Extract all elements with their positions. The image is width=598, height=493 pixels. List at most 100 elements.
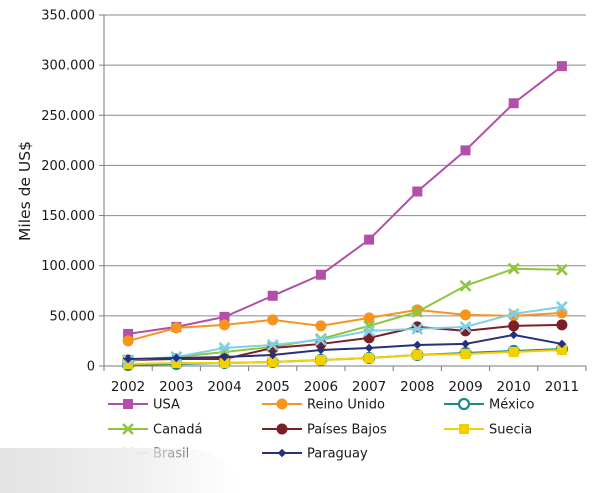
series-line — [128, 333, 563, 360]
data-point — [461, 339, 470, 349]
data-point — [508, 98, 519, 109]
data-point — [276, 398, 288, 410]
y-tick-label: 250.000 — [41, 109, 95, 124]
legend-item: México — [444, 398, 534, 413]
legend-marker — [276, 423, 288, 435]
legend-marker — [276, 398, 288, 410]
legend-item: Suecia — [444, 423, 532, 438]
series-line — [128, 305, 563, 361]
x-tick-labels: 2002 2003 2004 2005 2006 2007 2008 2009 2010 2011 — [103, 366, 587, 395]
legend-marker — [123, 399, 133, 409]
data-point — [276, 423, 288, 435]
data-point — [459, 424, 469, 434]
legend-marker — [277, 448, 287, 458]
data-point — [412, 349, 423, 360]
data-point — [277, 448, 287, 458]
data-point — [220, 352, 229, 362]
x-tick-label: 2006 — [304, 379, 338, 395]
legend-label: México — [489, 398, 534, 413]
data-point — [266, 339, 279, 351]
legend-label: USA — [153, 398, 180, 413]
gridlines — [99, 14, 586, 367]
data-point — [219, 357, 230, 368]
x-tick-label: 2004 — [207, 379, 241, 395]
data-point — [460, 309, 471, 321]
data-point — [459, 279, 472, 292]
y-tick-label: 200.000 — [41, 159, 95, 174]
y-tick-label: 50.000 — [50, 309, 96, 324]
data-point — [460, 348, 471, 359]
x-tick-label: 2010 — [497, 379, 531, 395]
x-tick-label: 2003 — [159, 379, 193, 395]
data-point — [556, 61, 567, 72]
data-point — [364, 343, 374, 353]
data-point — [170, 322, 182, 334]
data-point — [268, 350, 277, 360]
data-point — [508, 346, 519, 357]
data-point — [364, 352, 375, 363]
legend-item: Paraguay — [262, 447, 368, 462]
legend-marker — [122, 423, 134, 435]
series-brasil — [122, 300, 568, 366]
data-point — [123, 354, 133, 364]
data-point — [556, 344, 567, 355]
data-point — [507, 262, 520, 275]
data-point — [457, 397, 471, 411]
x-tick-label: 2008 — [400, 379, 434, 395]
data-point — [267, 290, 278, 301]
series-line — [127, 65, 563, 335]
legend-item: Canadá — [108, 423, 202, 438]
legend-label: Canadá — [153, 423, 202, 438]
data-point — [509, 330, 518, 340]
y-tick-label: 150.000 — [41, 209, 95, 224]
data-point — [413, 340, 422, 350]
data-point — [267, 314, 279, 326]
legend-marker — [459, 424, 469, 434]
data-point — [555, 263, 568, 276]
data-point — [123, 328, 134, 339]
data-point — [172, 353, 181, 363]
data-point — [315, 269, 326, 280]
series — [122, 61, 569, 372]
data-point — [557, 339, 567, 349]
y-tick-label: 300.000 — [41, 59, 95, 74]
data-point — [460, 145, 471, 156]
y-axis-title: Miles de US$ — [16, 141, 34, 241]
data-point — [556, 319, 568, 331]
y-tick-labels: 0 50.000 100.000 150.000 200.000 250.000 300.0… — [41, 9, 95, 375]
data-point — [363, 312, 375, 324]
data-point — [267, 356, 278, 367]
data-point — [507, 307, 520, 320]
data-point — [363, 324, 376, 337]
data-point — [411, 322, 424, 335]
legend-label: Paraguay — [307, 447, 368, 462]
data-point — [315, 354, 326, 365]
y-tick-label: 350.000 — [41, 9, 95, 24]
legend-item: Países Bajos — [262, 423, 387, 438]
y-tick-label: 100.000 — [41, 259, 95, 274]
data-point — [171, 357, 182, 368]
series-paraguay — [123, 330, 567, 364]
series-line — [128, 323, 562, 361]
data-point — [364, 234, 375, 245]
series-reino-unido — [122, 304, 568, 347]
legend: USA Reino Unido México Canadá Países Bajos Su… — [108, 398, 534, 462]
data-point — [314, 334, 327, 346]
series-line — [127, 308, 562, 342]
x-tick-label: 2011 — [545, 379, 579, 395]
x-tick-label: 2009 — [448, 379, 482, 395]
data-point — [411, 305, 424, 318]
legend-label: Suecia — [489, 423, 532, 438]
data-point — [122, 335, 134, 347]
data-point — [219, 319, 230, 331]
data-point — [459, 320, 472, 333]
series-usa — [123, 61, 567, 339]
x-tick-label: 2005 — [256, 379, 290, 395]
data-point — [315, 320, 327, 332]
series-line — [128, 267, 562, 362]
series-suecia — [123, 344, 567, 369]
x-tick-label: 2007 — [352, 379, 386, 395]
data-point — [123, 358, 134, 369]
series-line — [128, 348, 562, 365]
